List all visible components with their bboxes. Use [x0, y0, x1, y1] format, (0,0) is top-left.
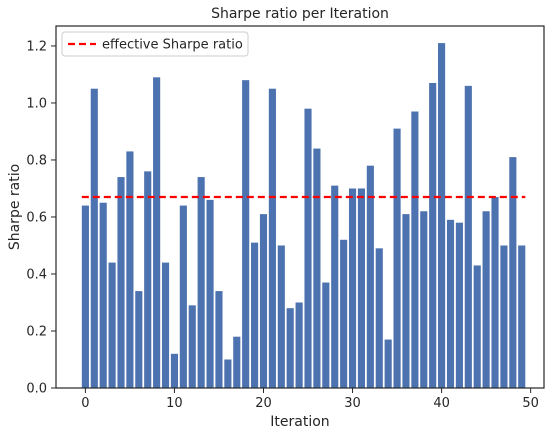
bar-iteration-46 [491, 197, 499, 388]
bar-iteration-26 [313, 148, 321, 388]
bar-iteration-12 [188, 305, 196, 388]
plot-frame [55, 25, 545, 389]
bar-iteration-42 [455, 222, 463, 388]
y-tick-label: 0.4 [26, 267, 47, 282]
bar-iteration-44 [473, 265, 481, 388]
y-tick-label: 0.8 [26, 153, 47, 168]
bar-iteration-31 [357, 188, 366, 388]
bar-iteration-7 [144, 171, 152, 388]
x-tick-label: 10 [166, 396, 183, 411]
bar-iteration-9 [161, 262, 170, 388]
x-tick-label: 30 [344, 396, 361, 411]
bar-iteration-23 [286, 308, 294, 388]
legend-label: effective Sharpe ratio [102, 38, 243, 53]
bar-iteration-45 [482, 211, 490, 388]
bar-iteration-20 [259, 214, 268, 388]
bar-iteration-38 [420, 211, 428, 388]
legend: effective Sharpe ratio [61, 31, 249, 57]
y-ticks: 0.0 0.2 0.4 0.6 0.8 1.0 1.2 [26, 39, 56, 397]
bar-iteration-28 [331, 185, 339, 388]
bar-iteration-13 [197, 177, 205, 388]
bar-iteration-19 [251, 242, 259, 388]
x-ticks: 0 10 20 30 40 50 [81, 388, 539, 411]
bar-iteration-17 [233, 336, 241, 388]
bar-iteration-11 [179, 205, 187, 388]
y-axis-label: Sharpe ratio [7, 164, 23, 250]
legend-box [61, 31, 249, 57]
bar-iteration-39 [429, 83, 437, 388]
bar-iteration-35 [393, 128, 401, 388]
y-tick-label: 1.2 [26, 39, 47, 54]
bar-iteration-36 [402, 214, 410, 388]
bar-iteration-0 [81, 205, 89, 388]
bar-iteration-27 [322, 282, 330, 388]
x-tick-label: 40 [433, 396, 450, 411]
bar-iteration-8 [153, 77, 161, 389]
y-tick-label: 0.6 [26, 210, 47, 225]
bar-iteration-34 [384, 339, 392, 388]
bar-iteration-48 [509, 157, 517, 388]
bar-iteration-29 [340, 239, 348, 388]
bar-iteration-15 [215, 291, 223, 388]
bar-iteration-43 [464, 85, 472, 388]
bar-iteration-25 [304, 108, 312, 389]
bar-iteration-22 [277, 245, 285, 388]
x-axis-label: Iteration [270, 414, 329, 430]
bar-iteration-32 [366, 165, 374, 388]
x-tick-label: 50 [522, 396, 539, 411]
x-tick-label: 20 [255, 396, 272, 411]
bar-iteration-16 [224, 359, 232, 388]
bar-iteration-3 [108, 262, 116, 388]
y-tick-label: 0.2 [26, 324, 47, 339]
bar-iteration-21 [268, 88, 276, 388]
bar-iteration-4 [117, 177, 125, 388]
y-tick-label: 0.0 [26, 382, 47, 397]
bar-iteration-41 [446, 219, 455, 388]
chart-title: Sharpe ratio per Iteration [211, 6, 389, 22]
y-tick-label: 1.0 [26, 96, 47, 111]
bar-iteration-37 [411, 111, 419, 388]
bar-iteration-49 [518, 245, 526, 388]
bar-iteration-47 [500, 245, 508, 388]
bar-iteration-18 [242, 80, 250, 389]
bar-iteration-5 [126, 151, 134, 388]
bar-iteration-40 [438, 43, 446, 389]
bars-group [81, 43, 526, 389]
bar-iteration-10 [170, 353, 178, 388]
bar-iteration-2 [99, 202, 107, 388]
bar-iteration-33 [375, 248, 383, 388]
bar-iteration-14 [206, 199, 214, 388]
bar-iteration-1 [90, 88, 98, 388]
bar-iteration-24 [295, 302, 303, 388]
x-tick-label: 0 [81, 396, 89, 411]
bar-iteration-6 [135, 291, 143, 388]
bar-iteration-30 [348, 188, 357, 388]
